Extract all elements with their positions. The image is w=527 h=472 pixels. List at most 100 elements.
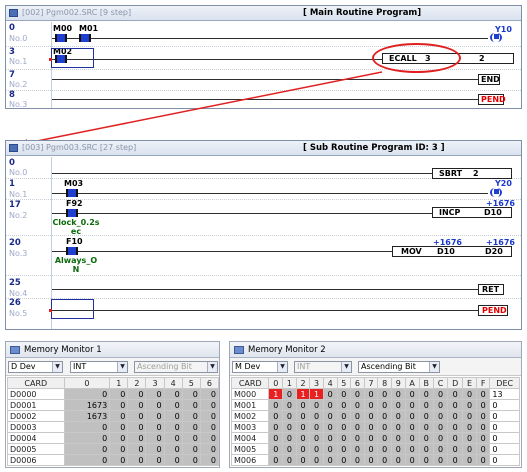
bit-cell[interactable]: 0 bbox=[404, 432, 420, 444]
memory-cell[interactable]: 0 bbox=[163, 454, 183, 466]
sub-step-17[interactable]: 17 bbox=[9, 200, 21, 210]
bit-cell[interactable]: 0 bbox=[475, 443, 491, 455]
bit-cell[interactable]: 0 bbox=[377, 410, 392, 422]
contact-m00[interactable] bbox=[55, 34, 67, 42]
contact-m02[interactable] bbox=[55, 55, 67, 63]
ret-instruction[interactable]: RET bbox=[478, 284, 504, 295]
bit-cell[interactable]: 0 bbox=[390, 432, 406, 444]
table-row[interactable]: M001 0 0 0 0 0 0 0 0 0 0 0 0 0 0 0 0 0 bbox=[230, 399, 520, 411]
pend-instruction[interactable]: PEND bbox=[478, 94, 506, 105]
cursor-selection[interactable] bbox=[51, 299, 94, 319]
bit-cell[interactable]: 0 bbox=[447, 421, 464, 433]
bit-cell[interactable]: 0 bbox=[462, 388, 477, 400]
bit-cell[interactable]: 0 bbox=[475, 421, 491, 433]
bit-cell[interactable]: 0 bbox=[418, 443, 434, 455]
bit-cell[interactable]: 0 bbox=[336, 388, 352, 400]
memory-cell[interactable]: 0 bbox=[199, 443, 220, 455]
bit-cell[interactable]: 0 bbox=[282, 399, 297, 411]
bit-cell[interactable]: 0 bbox=[322, 410, 338, 422]
memory-cell[interactable]: 0 bbox=[145, 432, 165, 444]
memory-cell[interactable]: 0 bbox=[109, 399, 129, 411]
bit-cell[interactable]: 0 bbox=[377, 454, 392, 466]
contact-m03[interactable] bbox=[66, 189, 78, 197]
memory-cell[interactable]: 0 bbox=[109, 443, 129, 455]
bit-cell[interactable]: 0 bbox=[350, 388, 365, 400]
bit-cell[interactable]: 0 bbox=[418, 432, 434, 444]
contact-f10[interactable] bbox=[66, 247, 78, 255]
coil-y10[interactable] bbox=[490, 33, 502, 42]
bit-cell[interactable]: 0 bbox=[390, 443, 406, 455]
coil-y20[interactable] bbox=[490, 188, 502, 197]
bit-cell[interactable]: 0 bbox=[363, 410, 379, 422]
memory-cell[interactable]: 0 bbox=[199, 454, 220, 466]
device-select[interactable]: D Dev ▼ bbox=[8, 361, 63, 373]
bit-cell[interactable]: 0 bbox=[350, 454, 365, 466]
memory-cell[interactable]: 0 bbox=[181, 388, 201, 400]
bit-cell[interactable]: 0 bbox=[309, 443, 324, 455]
memory-cell[interactable]: 0 bbox=[163, 432, 183, 444]
bit-cell[interactable]: 0 bbox=[432, 388, 449, 400]
bit-cell[interactable]: 1 bbox=[268, 388, 284, 400]
chevron-down-icon[interactable]: ▼ bbox=[52, 362, 62, 372]
table-row[interactable]: M000 1 0 1 1 0 0 0 0 0 0 0 0 0 0 0 0 13 bbox=[230, 388, 520, 400]
memory-cell[interactable]: 0 bbox=[127, 399, 147, 411]
table-row[interactable]: D0006 0 0 0 0 0 0 0 bbox=[7, 454, 220, 466]
bit-cell[interactable]: 0 bbox=[268, 410, 284, 422]
memory-cell[interactable]: 0 bbox=[145, 421, 165, 433]
bit-cell[interactable]: 0 bbox=[336, 410, 352, 422]
bit-cell[interactable]: 0 bbox=[282, 410, 297, 422]
bit-cell[interactable]: 0 bbox=[377, 388, 392, 400]
bit-cell[interactable]: 0 bbox=[363, 454, 379, 466]
bit-cell[interactable]: 0 bbox=[350, 410, 365, 422]
bit-cell[interactable]: 0 bbox=[377, 432, 392, 444]
memory-cell[interactable]: 0 bbox=[145, 454, 165, 466]
bit-cell[interactable]: 0 bbox=[390, 399, 406, 411]
bit-cell[interactable]: 0 bbox=[475, 399, 491, 411]
bit-cell[interactable]: 0 bbox=[462, 410, 477, 422]
main-step-7[interactable]: 7 bbox=[9, 70, 15, 80]
table-row[interactable]: M002 0 0 0 0 0 0 0 0 0 0 0 0 0 0 0 0 0 bbox=[230, 410, 520, 422]
bit-cell[interactable]: 0 bbox=[282, 421, 297, 433]
bit-cell[interactable]: 0 bbox=[282, 388, 297, 400]
memory-cell[interactable]: 1673 bbox=[63, 399, 111, 411]
bit-cell[interactable]: 0 bbox=[475, 388, 491, 400]
bit-cell[interactable]: 0 bbox=[336, 454, 352, 466]
bit-cell[interactable]: 0 bbox=[432, 454, 449, 466]
memory-cell[interactable]: 0 bbox=[181, 410, 201, 422]
memory-cell[interactable]: 0 bbox=[109, 432, 129, 444]
bit-cell[interactable]: 0 bbox=[268, 399, 284, 411]
bit-cell[interactable]: 0 bbox=[377, 443, 392, 455]
memory-cell[interactable]: 0 bbox=[63, 454, 111, 466]
bit-cell[interactable]: 0 bbox=[309, 399, 324, 411]
chevron-down-icon[interactable]: ▼ bbox=[277, 362, 287, 372]
end-instruction[interactable]: END bbox=[478, 74, 500, 85]
bit-cell[interactable]: 0 bbox=[432, 410, 449, 422]
bit-cell[interactable]: 0 bbox=[350, 399, 365, 411]
memory-cell[interactable]: 0 bbox=[199, 399, 220, 411]
table-row[interactable]: M005 0 0 0 0 0 0 0 0 0 0 0 0 0 0 0 0 0 bbox=[230, 443, 520, 455]
table-row[interactable]: D0005 0 0 0 0 0 0 0 bbox=[7, 443, 220, 455]
table-row[interactable]: M004 0 0 0 0 0 0 0 0 0 0 0 0 0 0 0 0 0 bbox=[230, 432, 520, 444]
bit-cell[interactable]: 0 bbox=[404, 388, 420, 400]
bit-cell[interactable]: 0 bbox=[268, 443, 284, 455]
bit-cell[interactable]: 0 bbox=[432, 399, 449, 411]
bit-cell[interactable]: 1 bbox=[295, 388, 311, 400]
main-step-3[interactable]: 3 bbox=[9, 47, 15, 57]
bit-cell[interactable]: 0 bbox=[447, 388, 464, 400]
memory-cell[interactable]: 1673 bbox=[63, 410, 111, 422]
memory-cell[interactable]: 0 bbox=[181, 399, 201, 411]
table-row[interactable]: D0004 0 0 0 0 0 0 0 bbox=[7, 432, 220, 444]
sub-step-0[interactable]: 0 bbox=[9, 158, 15, 168]
bit-cell[interactable]: 0 bbox=[390, 421, 406, 433]
memory-cell[interactable]: 0 bbox=[199, 388, 220, 400]
memory-cell[interactable]: 0 bbox=[163, 399, 183, 411]
bit-cell[interactable]: 0 bbox=[268, 421, 284, 433]
bit-cell[interactable]: 0 bbox=[363, 443, 379, 455]
bit-cell[interactable]: 0 bbox=[282, 454, 297, 466]
bit-cell[interactable]: 0 bbox=[363, 399, 379, 411]
memory-cell[interactable]: 0 bbox=[127, 432, 147, 444]
table-row[interactable]: D0003 0 0 0 0 0 0 0 bbox=[7, 421, 220, 433]
bit-cell[interactable]: 0 bbox=[377, 421, 392, 433]
bit-cell[interactable]: 0 bbox=[295, 443, 311, 455]
memory-cell[interactable]: 0 bbox=[199, 421, 220, 433]
